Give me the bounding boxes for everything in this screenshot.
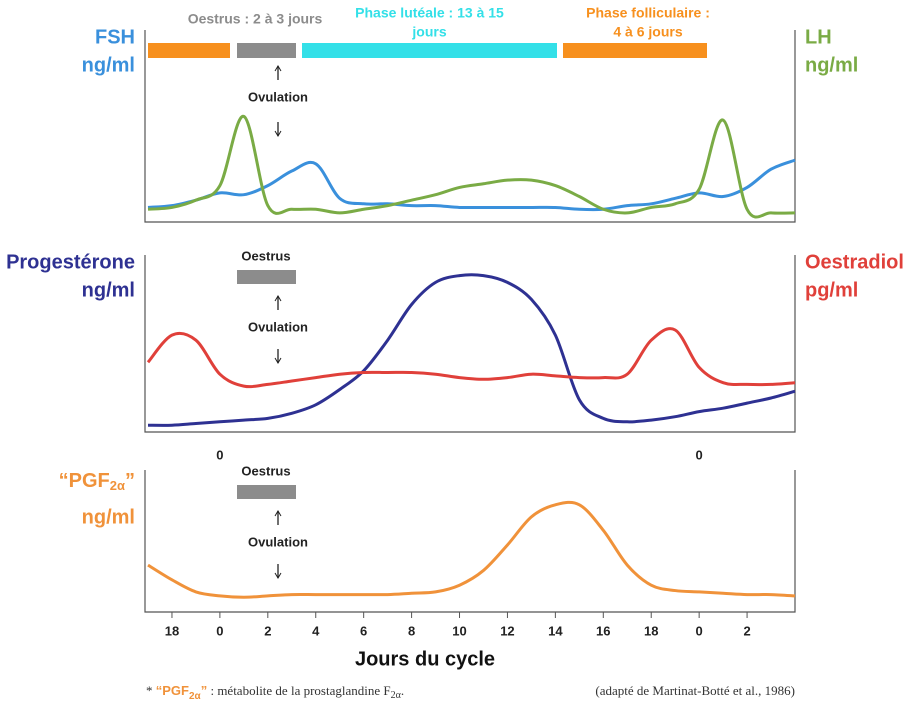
y-axis-label: ng/ml [82,54,135,76]
oestrus-label: Oestrus [241,463,290,478]
y2-axis-label: Oestradiol [805,251,904,273]
footnote: * “PGF2α” : métabolite de la prostagland… [146,683,404,702]
phase-label: Phase folliculaire : [586,5,710,21]
x-tick-label: 8 [408,623,415,638]
annotation: Ovulation [248,319,308,334]
x-tick-label: 6 [360,623,367,638]
arrow-head [274,130,282,137]
axis-frame [144,255,796,433]
phase-bar [302,43,557,58]
line [146,327,796,389]
arrow-head [274,65,282,72]
footnote-part: “PGF [156,683,189,698]
phase-label: 4 à 6 jours [613,24,682,40]
y-axis-label: FSH [95,26,135,48]
annotation: Ovulation [248,534,308,549]
label-part: ” [125,470,135,492]
x-tick-label: 0 [696,623,703,638]
arrow-head [274,295,282,302]
x-tick-label: 18 [165,623,179,638]
x-tick-label: 18 [644,623,658,638]
line [147,273,796,427]
phase-label: jours [411,24,446,40]
label-part: “PGF [59,470,110,492]
arrow-head [274,510,282,517]
y2-axis-label: ng/ml [805,54,858,76]
x-tick-label: 14 [548,623,563,638]
footnote-part: 2α [189,691,202,702]
axis-frame [144,30,796,223]
oestrus-bar [237,485,296,499]
y2-axis-label: LH [805,26,832,48]
phase-bar [563,43,707,58]
y-axis-label: ng/ml [82,279,135,301]
x-tick-label: 0 [216,447,223,462]
footnote-part: * [146,683,156,698]
oestrus-label: Oestrus [241,248,290,263]
source: (adapté de Martinat-Botté et al., 1986) [595,683,795,698]
x-tick-label: 16 [596,623,610,638]
x-tick-label: 2 [743,623,750,638]
y-axis-label: “PGF2α” [59,470,135,493]
line [147,158,796,212]
x-tick-label: 4 [312,623,320,638]
y-axis-label: Progestérone [6,251,135,273]
phase-label: Phase lutéale : 13 à 15 [355,5,504,21]
x-tick-label: 10 [452,623,466,638]
footnote-part: : métabolite de la prostaglandine F [207,683,390,698]
line [147,114,796,219]
phase-label: Oestrus : 2 à 3 jours [188,11,323,27]
footnote-part: . [401,683,404,698]
label-part: 2α [110,478,125,493]
x-tick-label: 0 [216,623,223,638]
x-tick-label: 12 [500,623,514,638]
arrow-head [274,572,282,579]
y-axis-label: ng/ml [82,506,135,528]
phase-bar [148,43,230,58]
x-tick-label: 2 [264,623,271,638]
line [147,500,796,599]
axis-frame [144,470,796,613]
phase-bar [237,43,296,58]
footnote-part: ” [201,683,208,698]
footnote-part: 2α [391,690,402,701]
x-axis-label: Jours du cycle [355,648,495,670]
annotation: Ovulation [248,89,308,104]
x-tick-label: 0 [696,447,703,462]
oestrus-bar [237,270,296,284]
arrow-head [274,357,282,364]
y2-axis-label: pg/ml [805,279,858,301]
